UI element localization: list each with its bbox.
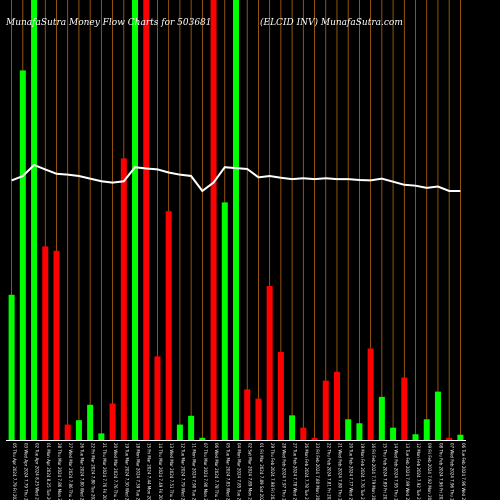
bar-34 [378,396,385,440]
bar-26 [289,415,296,440]
x-tick-label-7: 26 Tue Mar 2024 7.80 Wed 2024 [79,443,84,500]
x-tick-label-33: 16 Fri Feb 2024 7.79 Mon 2024 [371,443,376,500]
bar-4 [42,246,49,440]
x-tick-label-8: 22 Fri Mar 2024 7.80 Tue 2024 [91,443,96,500]
x-tick-label-16: 12 Tue Mar 2024 7.79 Wed 2024 [180,443,185,500]
bar-29 [322,380,329,440]
x-tick-label-23: 01 Fri Mar 2024 7.89 Sat 2024 [259,443,264,500]
x-tick-label-34: 15 Thu Feb 2024 7.89 Fri 2024 [382,443,387,500]
bar-16 [176,424,183,440]
x-tick-label-5: 28 Thu Mar 2024 7.86 Mon 2024 [57,443,62,500]
x-tick-label-6: 27 Wed Mar 2024 7.86 Thu 2024 [68,443,73,500]
x-tick-label-4: 01 Mon Apr 2024 8.25 Tue 2024 [46,443,51,500]
money-flow-line [11,163,461,193]
x-tick-label-22: 02 Sat Mar 2024 7.89 Mon 2024 [248,443,253,500]
x-tick-label-28: 23 Fri Feb 2024 7.80 Mon 2024 [315,443,320,500]
bar-9 [98,433,105,440]
bar-13 [143,0,150,440]
x-tick-label-30: 21 Wed Feb 2024 7.80 Thu 2024 [337,443,342,500]
x-tick-label-39: 08 Thu Feb 2024 7.96 Fri 2024 [438,443,443,500]
bar-31 [345,419,352,440]
x-tick-label-31: 20 Tue Feb 2024 7.77 Wed 2024 [349,443,354,500]
bar-5 [53,250,60,440]
x-tick-label-12: 18 Mon Mar 2024 7.39 Tue 2024 [136,443,141,500]
bar-18 [199,437,206,440]
x-tick-label-14: 14 Thu Mar 2024 7.49 Fri 2024 [158,443,163,500]
x-tick-label-11: 19 Tue Mar 2024 7.30 Wed 2024 [124,443,129,500]
bar-10 [109,403,116,440]
bar-27 [300,427,307,440]
x-tick-label-41: 06 Tue Feb 2024 7.96 Wed 2024 [461,443,466,500]
bar-38 [423,419,430,440]
x-tick-label-24: 29 Thu Feb 2024 7.98 Fri 2024 [270,443,275,500]
bar-25 [277,352,284,440]
chart-title-left: MunafaSutra Money Flow Charts for 503681 [5,18,212,28]
bar-35 [390,427,397,440]
bar-41 [457,434,464,440]
x-tick-label-35: 14 Wed Feb 2024 7.95 Thu 2024 [394,443,399,500]
bar-33 [367,348,374,440]
bar-6 [64,424,71,440]
x-tick-label-10: 20 Wed Mar 2024 7.76 Thu 2024 [113,443,118,500]
bar-15 [165,211,172,440]
x-tick-label-38: 09 Fri Feb 2024 7.92 Mon 2024 [427,443,432,500]
x-tick-label-32: 19 Mon Feb 2024 7.76 Tue 2024 [360,443,365,500]
bar-17 [188,415,195,440]
bar-7 [75,420,82,440]
bar-1 [8,294,15,440]
x-tick-label-26: 27 Tue Feb 2024 7.78 Wed 2024 [293,443,298,500]
x-tick-label-2: 03 Wed Apr 2024 7.79 Thu 2024 [23,443,28,500]
x-tick-label-3: 02 Tue Apr 2024 8.25 Wed 2024 [35,443,40,500]
bar-30 [333,371,340,440]
bar-28 [311,437,318,440]
bars-group [8,0,464,441]
bar-8 [87,404,94,440]
x-tick-label-13: 15 Fri Mar 2024 7.44 Mon 2024 [147,443,152,500]
bar-39 [434,391,441,440]
bar-37 [412,434,419,440]
bar-23 [255,398,262,440]
x-tick-label-27: 26 Mon Feb 2024 7.78 Tue 2024 [304,443,309,500]
x-tick-label-29: 22 Thu Feb 2024 7.81 Fri 2024 [326,443,331,500]
bar-2 [19,70,26,441]
bar-32 [356,423,363,440]
x-tick-label-1: 05 Thu Apr 2024 7.79 Fri 2024 [12,443,17,500]
x-tick-label-21: 04 Mon Mar 2024 7.85 Tue 2024 [237,443,242,500]
chart-title-right: (ELCID INV) MunafaSutra.com [260,17,403,28]
bar-24 [266,286,273,440]
bar-40 [446,437,453,440]
x-tick-label-18: 07 Thu Mar 2024 7.90 Mon 2024 [203,443,208,500]
x-tick-label-36: 13 Tue Feb 2024 7.99 Wed 2024 [405,443,410,500]
x-tick-label-20: 05 Tue Mar 2024 7.83 Wed 2024 [225,443,230,500]
bar-14 [154,356,161,440]
bar-19 [210,0,217,440]
bar-11 [120,158,127,440]
x-tick-label-15: 13 Wed Mar 2024 7.51 Thu 2024 [169,443,174,500]
x-tick-labels: 05 Thu Apr 2024 7.79 Fri 2024 03 Wed Apr … [12,443,466,500]
x-tick-label-9: 21 Thu Mar 2024 7.76 Fri 2024 [102,443,107,500]
x-tick-label-17: 11 Mon Mar 2024 7.90 Tue 2024 [192,443,197,500]
bar-36 [401,377,408,440]
bar-12 [132,0,139,440]
bar-22 [244,389,251,440]
x-tick-label-19: 06 Wed Mar 2024 7.78 Thu 2024 [214,443,219,500]
x-tick-label-25: 28 Wed Feb 2024 7.97 Thu 2024 [281,443,286,500]
x-tick-label-40: 07 Wed Feb 2024 7.96 Thu 2024 [450,443,455,500]
bar-20 [221,202,228,440]
bar-21 [233,0,239,440]
bar-3 [31,0,38,440]
x-tick-label-37: 12 Mon Feb 2024 7.92 Tue 2024 [416,443,421,500]
